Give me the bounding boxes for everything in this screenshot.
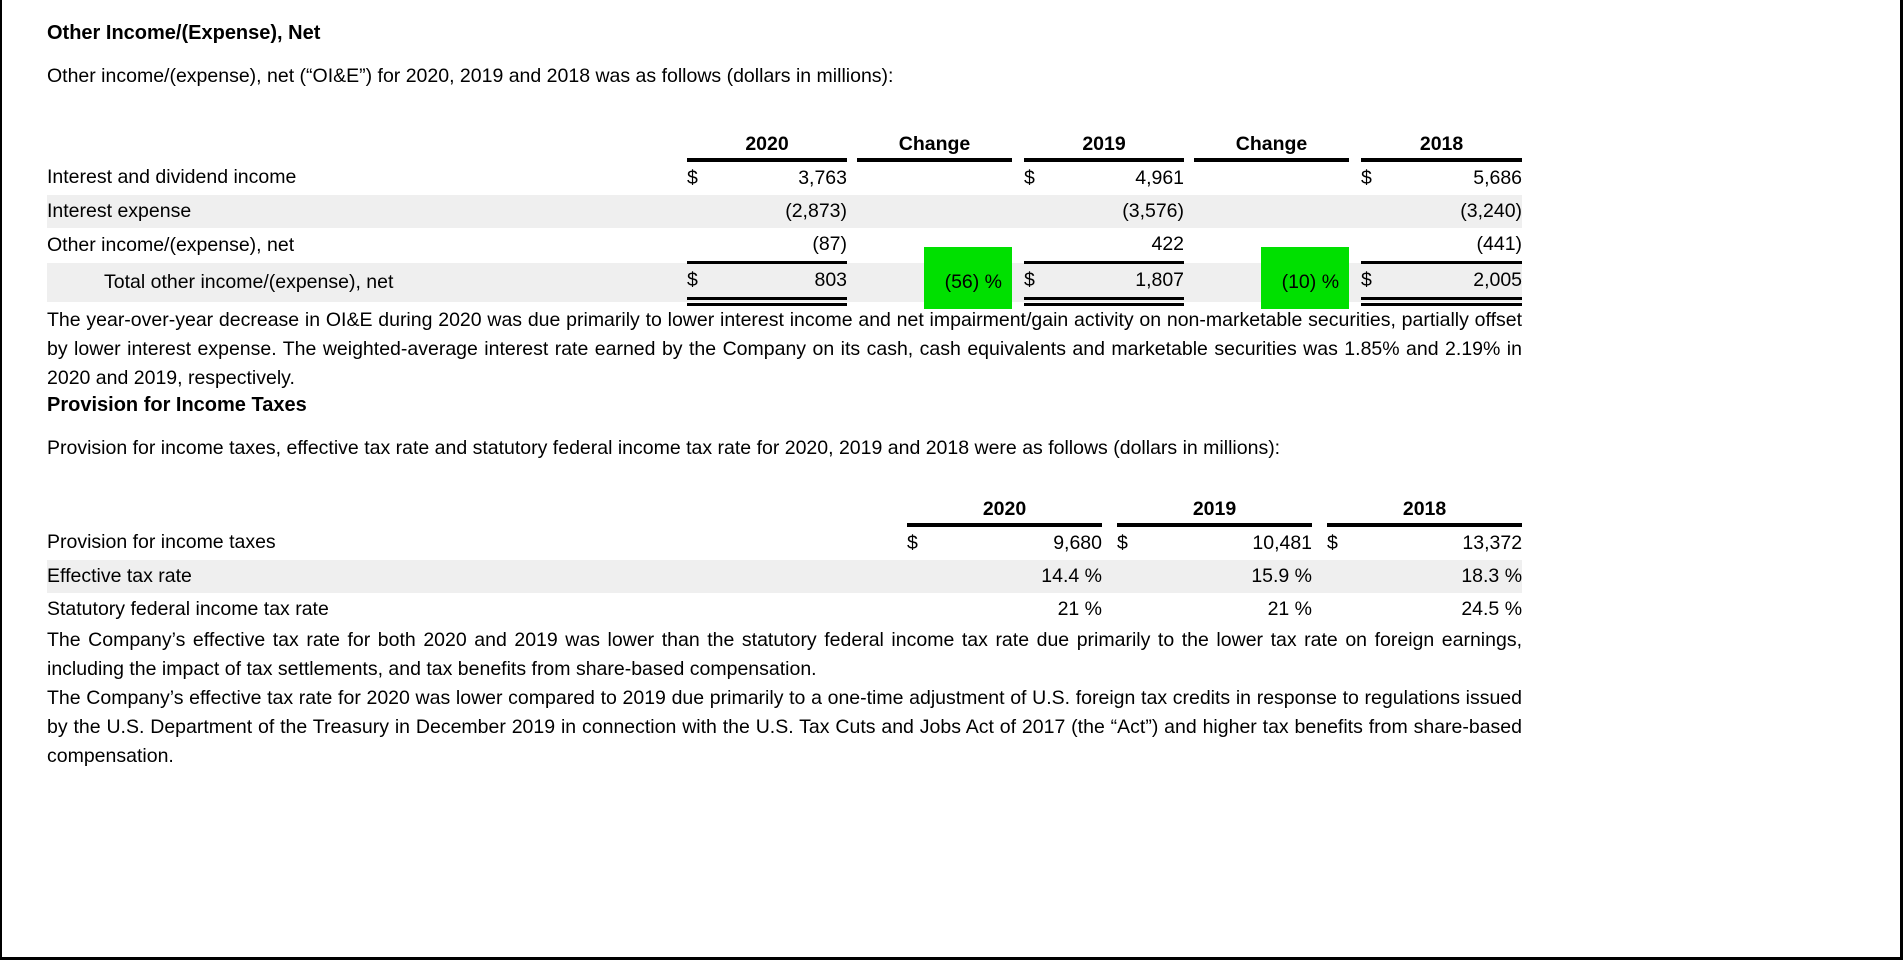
amount: 14.4 % xyxy=(942,560,1103,593)
column-header-2018: 2018 xyxy=(1327,496,1523,527)
amount: (441) xyxy=(1476,233,1523,255)
table-row: Interest and dividend income $ 3,763 $ 4… xyxy=(47,160,1522,195)
other-income-discussion: The year-over-year decrease in OI&E duri… xyxy=(47,309,1522,389)
currency-symbol: $ xyxy=(907,532,918,554)
change-value: (10) % xyxy=(1281,270,1340,293)
table-row: Other income/(expense), net (87) 422 (44… xyxy=(47,228,1522,263)
column-header-2019: 2019 xyxy=(1117,496,1313,527)
other-income-table: 2020 Change 2019 Change 2018 Interest an… xyxy=(47,131,1523,309)
column-header-change-2: Change xyxy=(1194,131,1350,162)
income-taxes-discussion-2: The Company’s effective tax rate for 202… xyxy=(47,687,1522,767)
amount: 13,372 xyxy=(1462,532,1523,554)
amount: (87) xyxy=(812,233,848,255)
currency-symbol: $ xyxy=(1361,167,1372,189)
amount: 422 xyxy=(1151,233,1185,255)
table-row: Provision for income taxes $ 9,680 $ 10,… xyxy=(47,525,1522,560)
column-header-2020: 2020 xyxy=(907,496,1103,527)
amount: (3,240) xyxy=(1396,195,1523,228)
amount: 21 % xyxy=(1267,598,1313,620)
table-header-row: 2020 2019 2018 xyxy=(47,496,1523,527)
page-content: Other Income/(Expense), Net Other income… xyxy=(2,0,1523,771)
row-label: Interest and dividend income xyxy=(47,166,297,188)
table-row: Interest expense (2,873) (3,576) (3,240) xyxy=(47,195,1523,228)
other-income-intro: Other income/(expense), net (“OI&E”) for… xyxy=(47,65,894,87)
amount: (3,576) xyxy=(1059,195,1185,228)
amount: 21 % xyxy=(1057,598,1103,620)
currency-symbol: $ xyxy=(687,167,698,189)
table-header-row: 2020 Change 2019 Change 2018 xyxy=(47,131,1523,162)
amount: 2,005 xyxy=(1396,261,1523,306)
amount: (2,873) xyxy=(722,195,848,228)
income-taxes-discussion-1: The Company’s effective tax rate for bot… xyxy=(47,629,1522,680)
change-value: (56) % xyxy=(944,270,1003,293)
table-total-row: Total other income/(expense), net $ 803 … xyxy=(47,246,1523,309)
row-label: Other income/(expense), net xyxy=(47,233,295,256)
amount: 803 xyxy=(722,261,848,306)
column-header-2020: 2020 xyxy=(687,131,848,162)
amount: 24.5 % xyxy=(1461,598,1523,620)
section-heading-other-income: Other Income/(Expense), Net xyxy=(47,22,321,44)
column-header-2019: 2019 xyxy=(1024,131,1185,162)
amount: 4,961 xyxy=(1135,167,1185,189)
column-header-2018: 2018 xyxy=(1361,131,1523,162)
currency-symbol: $ xyxy=(1327,532,1338,554)
table-row: Effective tax rate 14.4 % 15.9 % 18.3 % xyxy=(47,560,1523,593)
amount: 18.3 % xyxy=(1362,560,1523,593)
column-header-change-1: Change xyxy=(857,131,1013,162)
currency-symbol: $ xyxy=(1024,261,1060,306)
row-label: Effective tax rate xyxy=(47,560,907,593)
green-highlight-box xyxy=(924,246,1013,309)
income-taxes-table: 2020 2019 2018 Provision for income taxe… xyxy=(47,496,1523,626)
change-cell xyxy=(1194,160,1349,195)
row-label: Total other income/(expense), net xyxy=(47,262,687,302)
green-highlight-box xyxy=(1261,246,1350,309)
change-highlight-cell: (56) % xyxy=(857,246,1013,309)
amount: 9,680 xyxy=(1053,532,1103,554)
amount: 5,686 xyxy=(1473,167,1523,189)
amount: 10,481 xyxy=(1252,532,1313,554)
currency-symbol: $ xyxy=(687,261,722,306)
section-heading-income-taxes: Provision for Income Taxes xyxy=(47,394,307,416)
row-label: Provision for income taxes xyxy=(47,531,276,553)
currency-symbol: $ xyxy=(1361,261,1397,306)
change-highlight-cell: (10) % xyxy=(1194,246,1350,309)
amount: 3,763 xyxy=(798,167,848,189)
currency-symbol: $ xyxy=(1024,167,1035,189)
row-label: Interest expense xyxy=(47,195,687,228)
table-row: Statutory federal income tax rate 21 % 2… xyxy=(47,593,1522,626)
currency-symbol: $ xyxy=(1117,532,1128,554)
change-cell xyxy=(857,160,1012,195)
amount: 15.9 % xyxy=(1152,560,1313,593)
income-taxes-intro: Provision for income taxes, effective ta… xyxy=(47,437,1281,459)
amount: 1,807 xyxy=(1059,261,1185,306)
row-label: Statutory federal income tax rate xyxy=(47,598,329,620)
